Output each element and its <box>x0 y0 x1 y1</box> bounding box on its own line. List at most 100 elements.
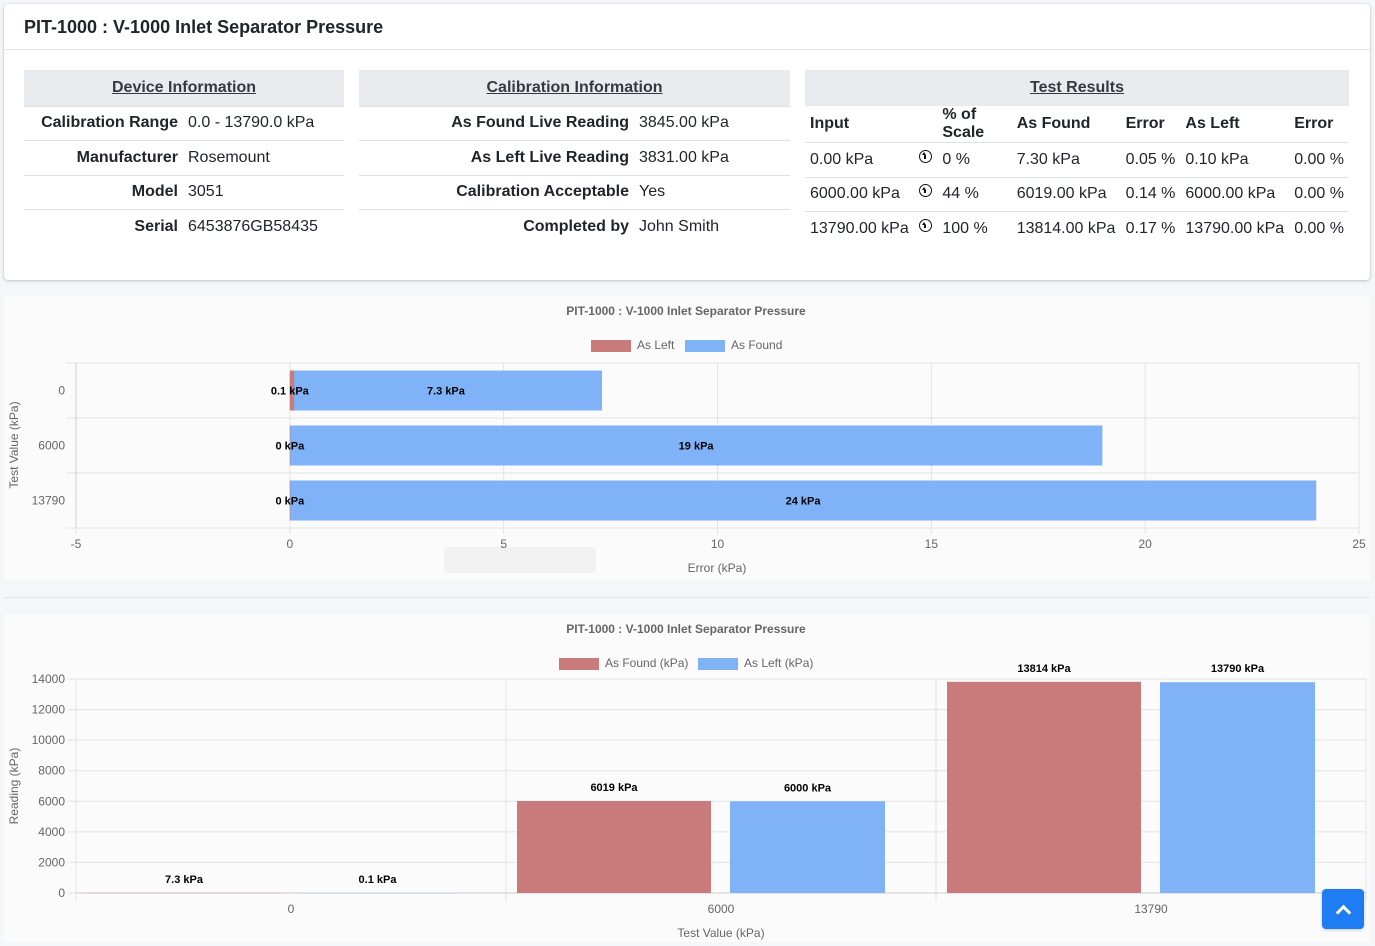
device-label: Manufacturer <box>24 140 183 175</box>
calibration-label: Calibration Acceptable <box>359 174 634 210</box>
x-tick-label: 0 <box>288 902 295 916</box>
legend-label: As Left (kPa) <box>744 656 813 670</box>
back-to-top-button[interactable] <box>1322 889 1364 929</box>
error-chart: PIT-1000 : V-1000 Inlet Separator Pressu… <box>7 304 1366 575</box>
column-header: % of Scale <box>942 106 985 141</box>
icon-column-header <box>914 106 938 143</box>
x-tick-label: -5 <box>71 537 82 551</box>
calibration-value: 3831.00 kPa <box>634 140 790 175</box>
device-value: 3051 <box>183 174 344 210</box>
found-error-cell: 0.05 % <box>1120 142 1181 177</box>
bar-data-label: 7.3 kPa <box>427 386 466 398</box>
left-error-cell: 0.00 % <box>1289 142 1349 177</box>
calibration-label: Completed by <box>359 209 634 244</box>
device-value: 6453876GB58435 <box>183 209 344 244</box>
y-tick-label: 6000 <box>38 794 65 808</box>
as-found-cell: 13814.00 kPa <box>1011 211 1121 246</box>
calibration-value: Yes <box>634 174 790 210</box>
card-title: PIT-1000 : V-1000 Inlet Separator Pressu… <box>24 17 384 37</box>
test-results-table: Test Results Input % of Scale As Found E… <box>805 70 1349 246</box>
icon-cell <box>913 211 938 246</box>
bar-data-label: 13790 kPa <box>1211 663 1265 675</box>
bar-data-label: 24 kPa <box>786 496 822 508</box>
x-axis-title: Error (kPa) <box>688 561 747 575</box>
device-label: Model <box>24 174 183 210</box>
calibration-label: As Left Live Reading <box>359 140 634 175</box>
chevron-up-icon <box>1335 904 1351 920</box>
column-header: Error <box>1125 115 1165 132</box>
as-found-bar <box>517 800 711 893</box>
legend-label: As Found (kPa) <box>605 656 688 670</box>
test-results-header-row: Input % of Scale As Found Error As Left … <box>805 106 1349 143</box>
device-row: Serial 6453876GB58435 <box>24 209 344 244</box>
chart-tooltip <box>444 547 596 573</box>
y-tick-label: 12000 <box>32 703 66 717</box>
card-header: PIT-1000 : V-1000 Inlet Separator Pressu… <box>4 4 1370 50</box>
bar-data-label: 6019 kPa <box>590 782 638 794</box>
device-label: Calibration Range <box>24 105 183 141</box>
scale-cell: 44 % <box>937 176 1012 212</box>
input-cell: 0.00 kPa <box>805 142 914 177</box>
as-found-cell: 7.30 kPa <box>1011 142 1121 177</box>
bar-data-label: 0 kPa <box>275 441 305 453</box>
test-result-row: 6000.00 kPa 44 % 6019.00 kPa 0.14 % 6000… <box>805 176 1349 212</box>
as-left-bar <box>730 801 885 893</box>
x-tick-label: 15 <box>925 537 939 551</box>
error-chart-panel: PIT-1000 : V-1000 Inlet Separator Pressu… <box>4 296 1370 580</box>
device-info-table: Device Information Calibration Range 0.0… <box>24 70 344 244</box>
scale-cell: 0 % <box>937 142 1012 177</box>
as-left-bar <box>289 425 291 466</box>
as-found-bar <box>289 425 1103 466</box>
x-tick-label: 10 <box>711 537 725 551</box>
x-axis-title: Test Value (kPa) <box>677 926 764 940</box>
calibration-value: 3845.00 kPa <box>634 105 790 141</box>
legend-label: As Found <box>731 338 782 352</box>
test-results-heading: Test Results <box>805 70 1349 106</box>
arrow-circle-up-icon <box>918 149 932 163</box>
bar-data-label: 7.3 kPa <box>165 874 204 886</box>
calibration-label: As Found Live Reading <box>359 105 634 141</box>
y-tick-label: 6000 <box>38 439 65 453</box>
y-tick-label: 14000 <box>32 672 66 686</box>
reading-chart-panel: PIT-1000 : V-1000 Inlet Separator Pressu… <box>4 614 1370 942</box>
column-header: Error <box>1294 115 1334 132</box>
calibration-summary-card: PIT-1000 : V-1000 Inlet Separator Pressu… <box>4 4 1370 280</box>
arrow-circle-up-icon <box>918 184 932 198</box>
legend-swatch <box>591 340 631 352</box>
calibration-row: Calibration Acceptable Yes <box>359 174 790 210</box>
as-left-cell: 13790.00 kPa <box>1180 211 1290 246</box>
x-tick-label: 0 <box>286 537 293 551</box>
column-header: Input <box>810 115 850 132</box>
calibration-row: Completed by John Smith <box>359 209 790 244</box>
x-tick-label: 13790 <box>1134 902 1168 916</box>
arrow-circle-up-icon <box>918 219 932 232</box>
as-left-bar <box>1160 682 1315 893</box>
icon-cell <box>913 142 938 177</box>
as-left-bar <box>289 370 295 411</box>
as-found-bar <box>289 480 1317 521</box>
bar-data-label: 6000 kPa <box>784 782 832 794</box>
as-found-bar <box>289 370 603 411</box>
scale-cell: 100 % <box>937 211 1012 246</box>
y-tick-label: 0 <box>58 886 65 900</box>
x-tick-label: 5 <box>500 537 507 551</box>
as-left-bar <box>289 480 291 521</box>
left-error-cell: 0.00 % <box>1289 176 1349 212</box>
as-left-cell: 6000.00 kPa <box>1180 176 1290 212</box>
calibration-info-heading: Calibration Information <box>359 70 790 106</box>
legend-swatch <box>685 340 725 352</box>
as-left-cell: 0.10 kPa <box>1180 142 1290 177</box>
input-cell: 13790.00 kPa <box>805 211 914 246</box>
y-tick-label: 10000 <box>32 733 66 747</box>
left-error-cell: 0.00 % <box>1289 211 1349 246</box>
as-found-cell: 6019.00 kPa <box>1011 176 1121 212</box>
device-row: Manufacturer Rosemount <box>24 140 344 175</box>
y-tick-label: 4000 <box>38 825 65 839</box>
column-header: As Found <box>1016 115 1091 132</box>
y-tick-label: 13790 <box>32 494 66 508</box>
input-cell: 6000.00 kPa <box>805 176 914 212</box>
device-info-heading: Device Information <box>24 70 344 106</box>
y-axis-title: Reading (kPa) <box>7 748 21 825</box>
legend-swatch <box>698 658 738 670</box>
x-tick-label: 20 <box>1138 537 1152 551</box>
